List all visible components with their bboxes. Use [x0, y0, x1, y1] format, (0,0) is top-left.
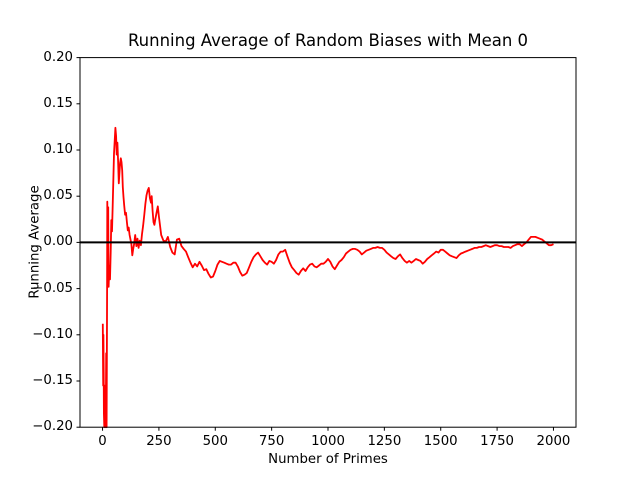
x-tick-label: 750 — [258, 434, 285, 449]
y-tick-label: 0.15 — [43, 95, 73, 111]
x-tick-label: 1000 — [311, 434, 345, 449]
y-tick-label: 0.10 — [43, 142, 73, 157]
x-tick-label: 1500 — [423, 434, 458, 449]
x-tick-label: 500 — [202, 434, 228, 449]
y-tick-label: −0.15 — [32, 373, 73, 388]
x-ticks — [102, 427, 554, 431]
x-axis-label: Number of Primes — [268, 452, 388, 467]
y-tick-label: 0.20 — [43, 49, 73, 65]
y-tick-label: −0.10 — [32, 326, 73, 342]
y-tick-label: 0.00 — [43, 234, 73, 250]
x-tick-label: 250 — [146, 434, 172, 449]
y-tick-label: 0.05 — [43, 188, 73, 204]
x-tick-label: 1250 — [367, 434, 402, 449]
y-tick-label: −0.20 — [32, 419, 73, 435]
y-tick-label: −0.05 — [32, 280, 73, 296]
y-ticks — [76, 57, 80, 428]
x-tick-label: 1750 — [480, 434, 514, 449]
x-tick-label: 2000 — [536, 434, 571, 449]
chart-title: Running Average of Random Biases with Me… — [127, 31, 529, 50]
x-tick-label: 0 — [98, 434, 107, 449]
series-running-average — [101, 126, 554, 429]
